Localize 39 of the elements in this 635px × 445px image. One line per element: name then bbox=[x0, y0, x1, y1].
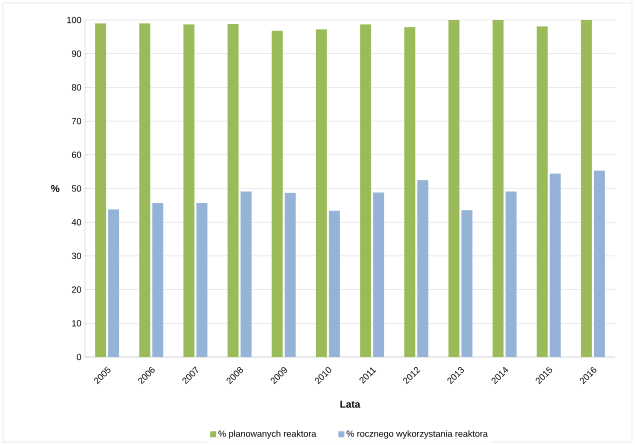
legend-label: % planowanych reaktora bbox=[218, 430, 316, 439]
y-tick-label: 100 bbox=[67, 16, 82, 24]
bar bbox=[461, 210, 472, 357]
y-tick-label: 30 bbox=[72, 252, 82, 260]
legend-label: % rocznego wykorzystania reaktora bbox=[346, 430, 488, 439]
x-axis-title: Lata bbox=[340, 400, 360, 408]
y-tick-label: 90 bbox=[72, 50, 82, 57]
bar bbox=[183, 24, 194, 357]
bar bbox=[95, 23, 106, 357]
y-axis-title: % bbox=[51, 184, 60, 192]
y-tick-label: 10 bbox=[72, 320, 82, 326]
bar bbox=[228, 24, 239, 357]
bar bbox=[536, 26, 548, 357]
y-tick-label: 70 bbox=[72, 118, 82, 124]
y-tick-label: 20 bbox=[72, 286, 82, 293]
bar bbox=[360, 24, 372, 357]
bar bbox=[240, 192, 252, 357]
bar bbox=[272, 30, 283, 357]
bar bbox=[108, 209, 120, 357]
bar bbox=[580, 20, 592, 357]
bar bbox=[196, 202, 208, 357]
bar bbox=[139, 23, 150, 357]
bar bbox=[594, 170, 605, 357]
y-tick-label: 50 bbox=[72, 185, 82, 192]
bar bbox=[492, 20, 504, 357]
bar bbox=[417, 180, 428, 357]
bar bbox=[448, 20, 460, 357]
bar bbox=[328, 210, 340, 357]
y-tick-label: 0 bbox=[76, 354, 82, 360]
bar bbox=[284, 192, 296, 357]
bar bbox=[373, 192, 384, 357]
bar bbox=[404, 27, 416, 357]
y-tick-label: 40 bbox=[72, 219, 82, 226]
y-tick-label: 80 bbox=[72, 84, 82, 91]
bar bbox=[506, 192, 517, 357]
bar bbox=[152, 202, 164, 357]
bar bbox=[316, 29, 327, 357]
bar bbox=[550, 174, 561, 357]
y-tick-label: 60 bbox=[72, 152, 82, 158]
